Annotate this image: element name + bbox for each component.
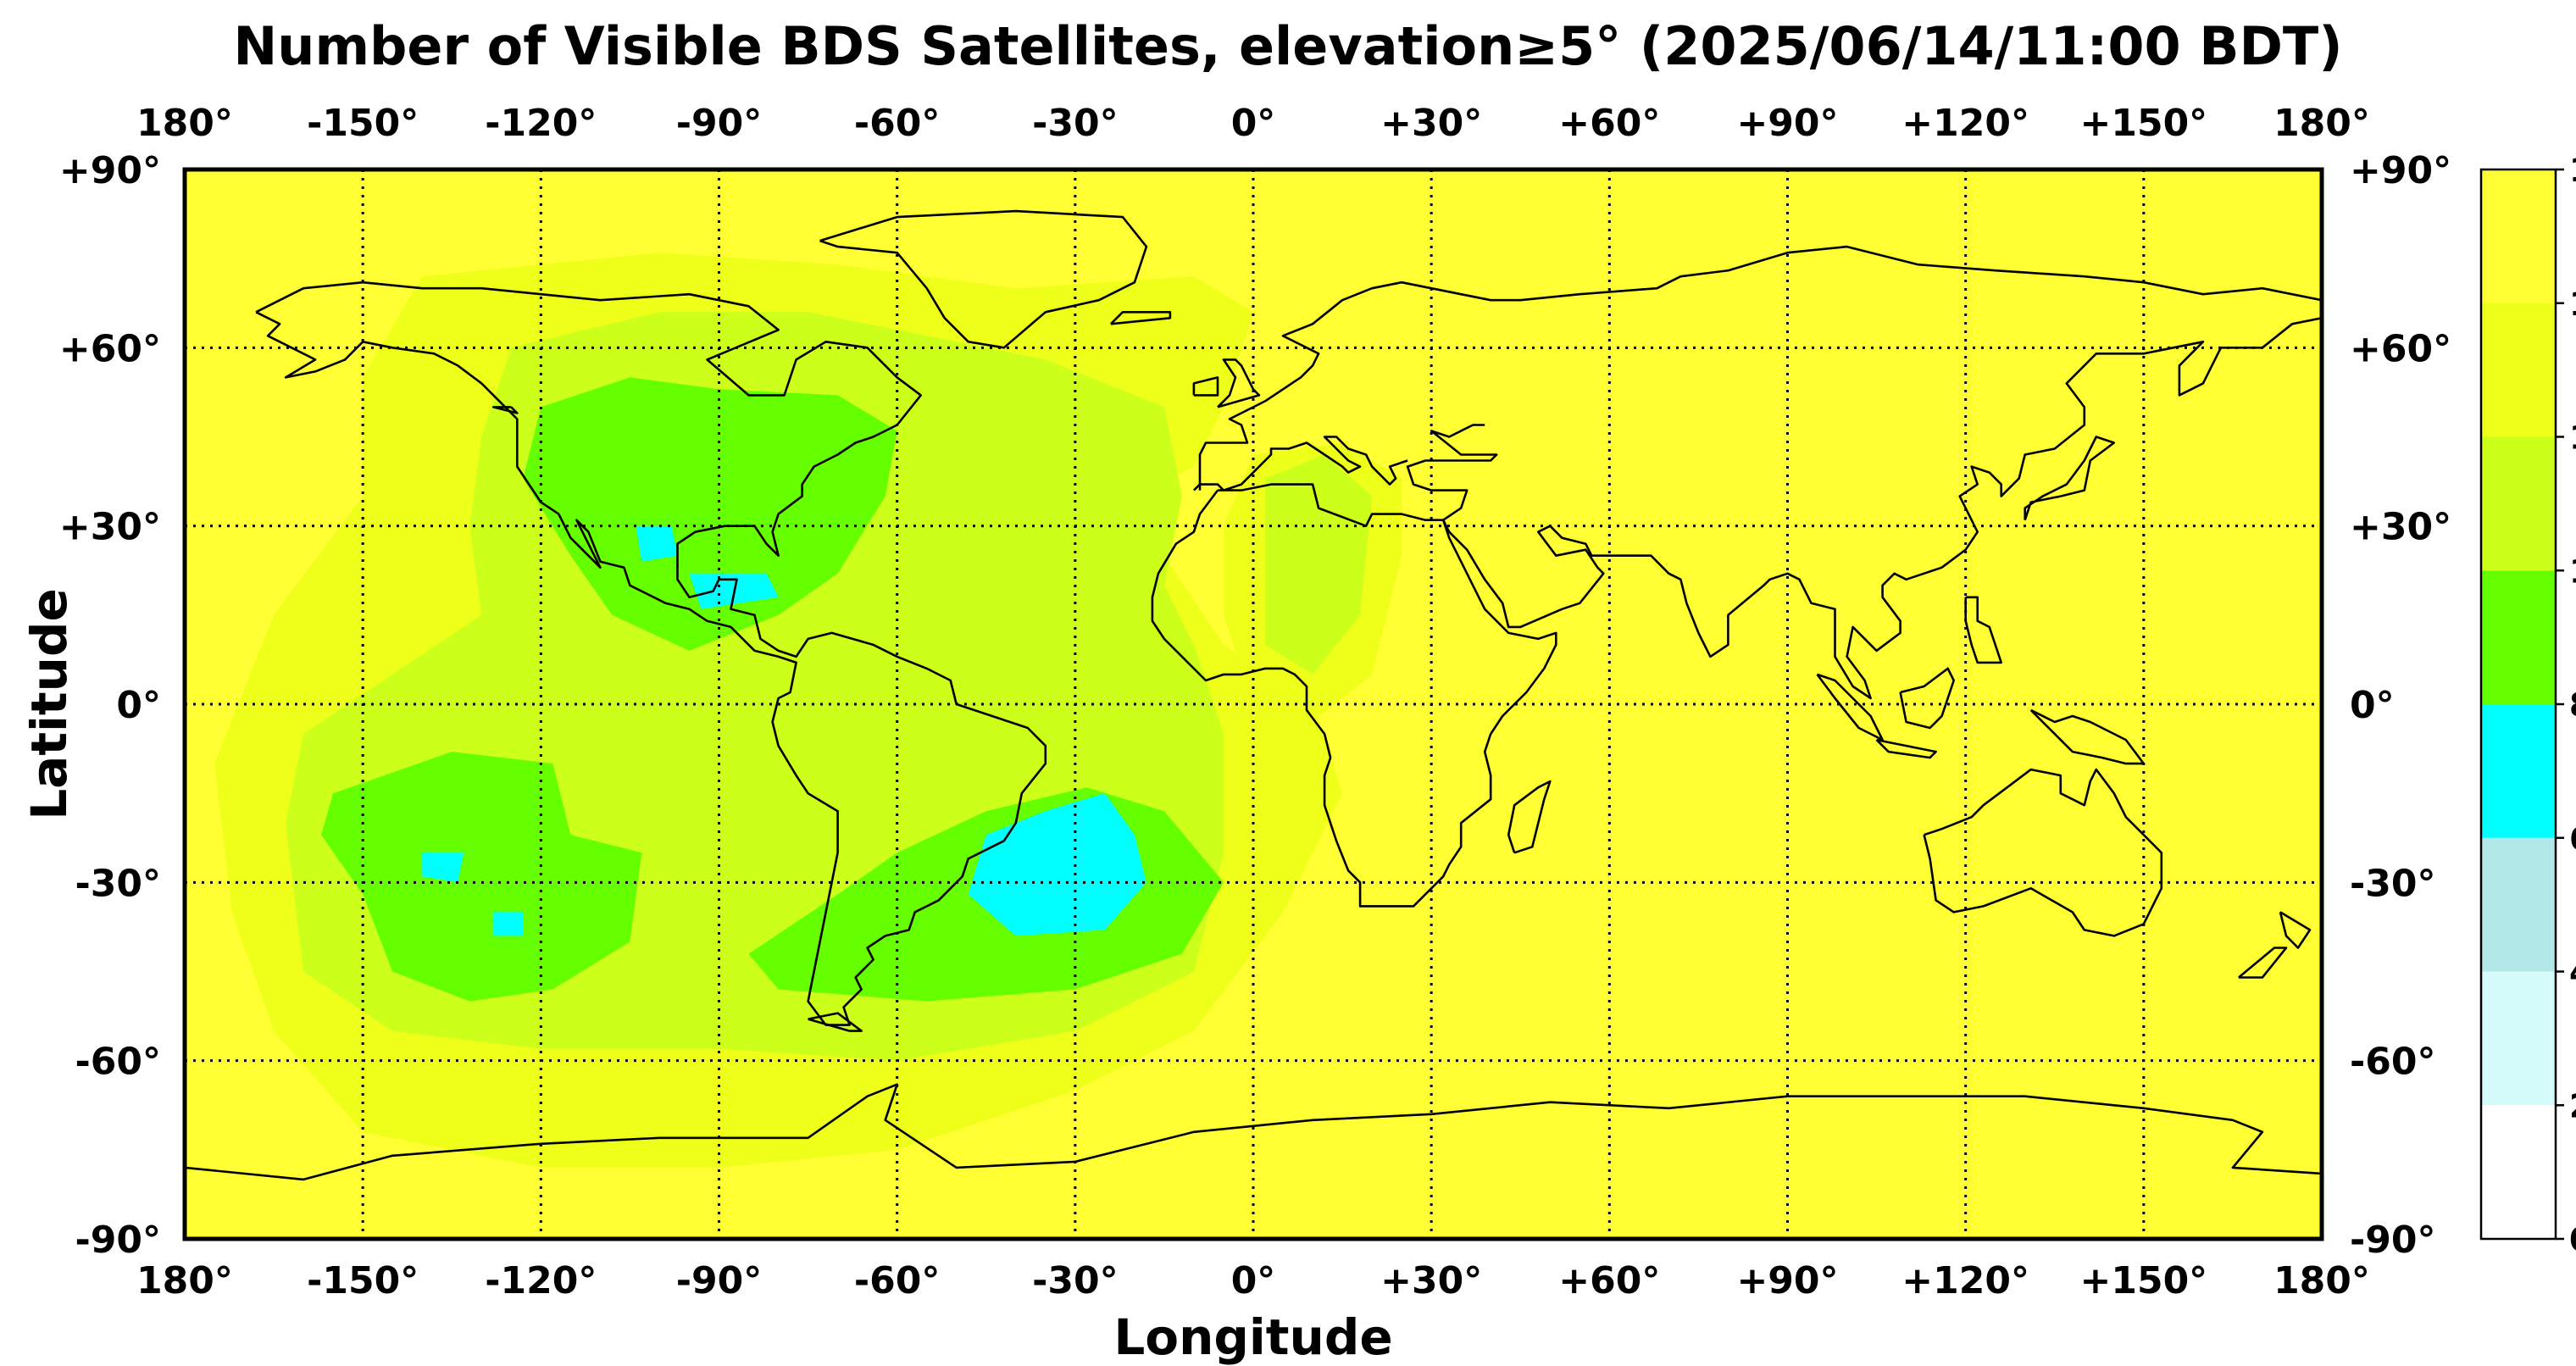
colorbar-tick-label: 2 (2569, 1087, 2576, 1124)
x-axis-label: Longitude (1113, 1308, 1392, 1366)
region-6-8-9 (422, 852, 464, 883)
lon-tick-bottom: 180° (2273, 1259, 2370, 1302)
lon-tick-top: +120° (1901, 102, 2029, 145)
lon-tick-top: -120° (485, 102, 597, 145)
lon-tick-bottom: +150° (2079, 1259, 2207, 1302)
colorbar-band (2481, 971, 2556, 1106)
coastline-20 (808, 1012, 863, 1032)
lon-tick-top: -30° (1032, 102, 1119, 145)
lon-tick-bottom: 180° (136, 1259, 233, 1302)
coastline-17 (1507, 780, 1552, 854)
colorbar-tick-label: 4 (2569, 954, 2576, 991)
lon-tick-bottom: -120° (485, 1259, 597, 1302)
coastline-13 (1875, 738, 1937, 759)
region-6-8-10 (493, 912, 524, 936)
lon-tick-bottom: -30° (1032, 1259, 1119, 1302)
axis-ticks: 180° 180° -150° -150° -120° -120° -90° -90° -60°… (59, 102, 2451, 1302)
coastline-21 (491, 406, 519, 414)
coastline-10 (1109, 310, 1172, 325)
colorbar-band (2481, 303, 2556, 437)
colorbar-tick-label: 12 (2569, 419, 2576, 457)
lon-tick-top: -60° (854, 102, 941, 145)
coastline-5 (1192, 436, 1408, 491)
lon-tick-bottom: -60° (854, 1259, 941, 1302)
coastline-1 (819, 209, 1148, 349)
lat-tick-right: -30° (2350, 862, 2436, 905)
map-frame (182, 167, 2324, 1241)
colorbar: 0 2 4 6 8 10 12 14 16 (2479, 152, 2576, 1258)
coastline-18 (2238, 947, 2288, 979)
colorbar-tick-label: 6 (2569, 820, 2576, 858)
colorbar-band (2481, 169, 2556, 303)
lon-tick-top: +60° (1558, 102, 1660, 145)
lat-tick-right: -60° (2350, 1041, 2436, 1084)
lon-tick-bottom: -90° (676, 1259, 763, 1302)
lon-tick-bottom: +60° (1558, 1259, 1660, 1302)
colorbar-tick-label: 0 (2569, 1221, 2576, 1258)
lat-tick-right: +90° (2350, 149, 2451, 192)
colorbar-tick-label: 14 (2569, 286, 2576, 323)
map-title: Number of Visible BDS Satellites, elevat… (233, 15, 2343, 77)
lon-tick-top: 0° (1231, 102, 1276, 145)
lon-tick-top: -150° (307, 102, 419, 145)
lon-tick-bottom: +30° (1380, 1259, 1482, 1302)
coastline-14 (1899, 667, 1955, 730)
coastline-4 (1151, 483, 1557, 908)
coastline-3 (1406, 317, 2322, 700)
lat-tick-right: -90° (2350, 1219, 2436, 1262)
visibility-regions (214, 253, 1402, 1168)
colorbar-tick-label: 8 (2569, 686, 2576, 724)
lon-tick-bottom: 0° (1231, 1259, 1276, 1302)
coastline-11 (2024, 436, 2116, 521)
colorbar-band (2481, 704, 2556, 838)
colorbar-tick-label: 16 (2569, 152, 2576, 189)
colorbar-band (2481, 570, 2556, 704)
coastline-7 (185, 1083, 2322, 1181)
y-axis-label: Latitude (20, 588, 78, 820)
lat-tick-left: 0° (116, 684, 161, 727)
coastline-6 (1923, 768, 2163, 937)
region-8-10-5 (321, 752, 642, 1002)
lon-tick-bottom: -150° (307, 1259, 419, 1302)
lat-tick-left: -90° (75, 1219, 162, 1262)
lat-tick-right: +60° (2350, 327, 2451, 370)
coastline-19 (2279, 911, 2312, 949)
region-6-8-7 (636, 525, 678, 562)
lon-tick-top: 180° (2273, 102, 2370, 145)
colorbar-band (2481, 436, 2556, 571)
colorbar-band (2481, 1105, 2556, 1239)
region-8-10-4 (523, 377, 897, 651)
coastline-8 (1217, 358, 1261, 408)
lat-tick-right: +30° (2350, 506, 2451, 549)
lat-tick-left: +90° (59, 149, 161, 192)
coastline-16 (1964, 596, 2002, 664)
lat-tick-left: +30° (59, 506, 161, 549)
coastline-0 (255, 280, 1047, 1026)
colorbar-tick-label: 10 (2569, 553, 2576, 590)
coastline-12 (1816, 673, 1884, 741)
lat-tick-left: -60° (75, 1041, 162, 1084)
lat-tick-left: -30° (75, 862, 162, 905)
lon-tick-bottom: +120° (1901, 1259, 2029, 1302)
gridlines (185, 169, 2322, 1239)
coastline-2 (1198, 245, 2322, 491)
lon-tick-top: 180° (136, 102, 233, 145)
lon-tick-top: -90° (676, 102, 763, 145)
coastline-9 (1192, 376, 1219, 397)
coastlines (185, 209, 2322, 1181)
lon-tick-top: +90° (1736, 102, 1838, 145)
lat-tick-right: 0° (2350, 684, 2395, 727)
lon-tick-top: +30° (1380, 102, 1482, 145)
lon-tick-top: +150° (2079, 102, 2207, 145)
region-10-12-3 (1265, 454, 1373, 675)
lon-tick-bottom: +90° (1736, 1259, 1838, 1302)
lat-tick-left: +60° (59, 327, 161, 370)
colorbar-band (2481, 837, 2556, 972)
